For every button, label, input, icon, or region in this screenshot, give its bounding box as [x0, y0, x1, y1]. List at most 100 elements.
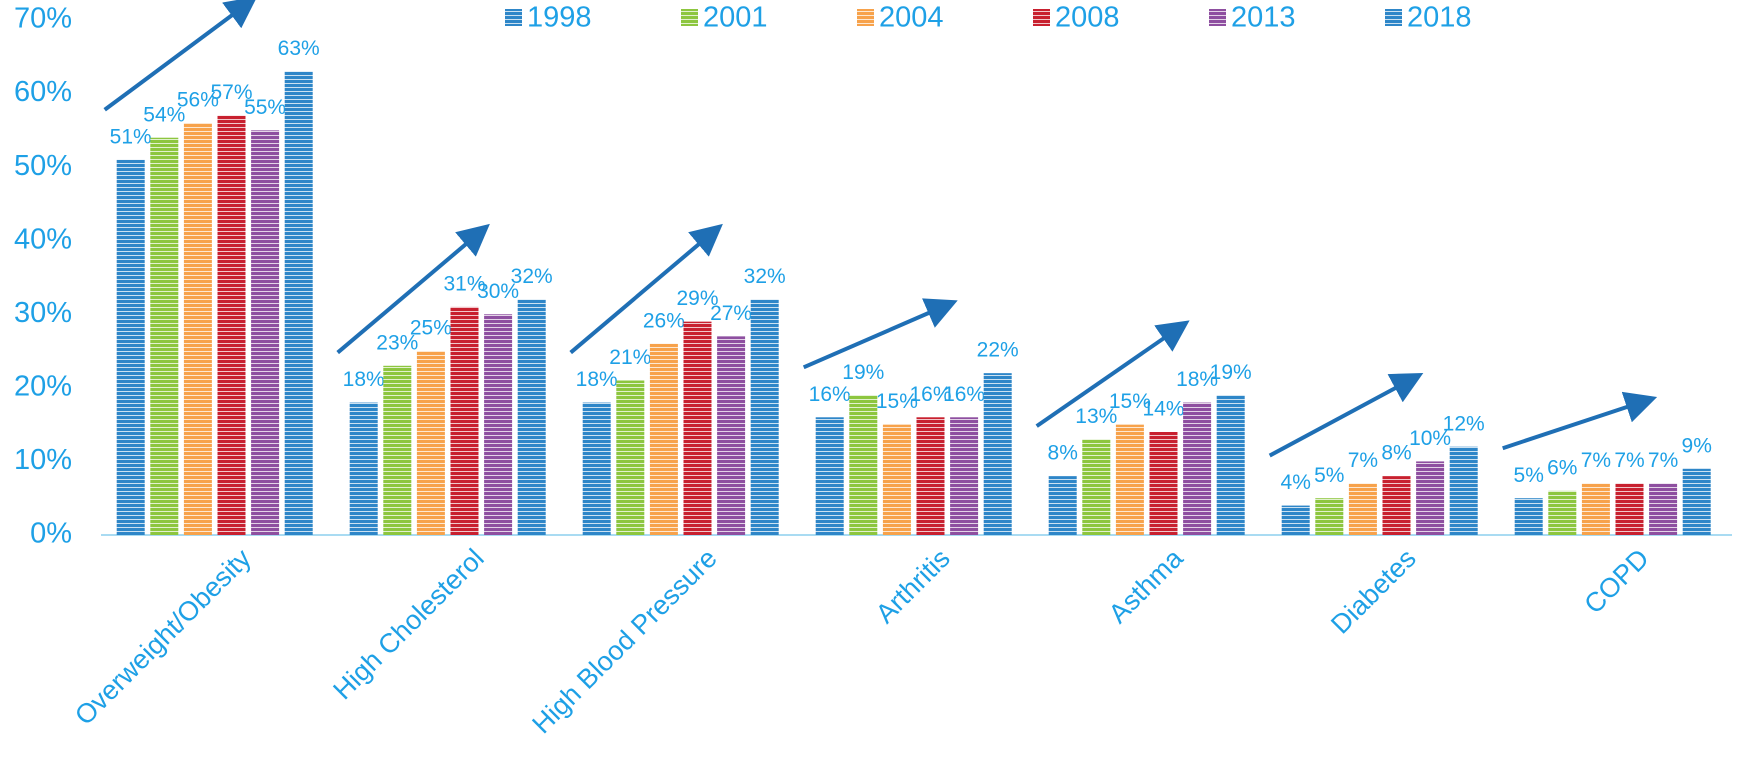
value-label: 15% — [876, 390, 918, 413]
x-tick-label: COPD — [1578, 543, 1654, 619]
x-tick-label: Arthritis — [870, 543, 956, 629]
legend-swatch — [681, 9, 698, 26]
bar — [150, 137, 179, 535]
value-label: 16% — [809, 383, 851, 406]
value-label: 55% — [244, 96, 286, 119]
value-label: 22% — [977, 339, 1019, 362]
value-label: 51% — [110, 125, 152, 148]
value-label: 32% — [744, 265, 786, 288]
value-label: 18% — [576, 368, 618, 391]
bar — [1416, 461, 1445, 535]
y-tick-label: 0% — [30, 518, 72, 550]
bar — [750, 299, 779, 535]
value-label: 57% — [210, 81, 252, 104]
bar — [683, 321, 712, 535]
value-label: 63% — [278, 37, 320, 60]
trend-arrow — [1035, 320, 1190, 428]
x-tick-label: Overweight/Obesity — [69, 543, 257, 731]
value-label: 21% — [609, 346, 651, 369]
value-label: 29% — [676, 287, 718, 310]
legend-label: 2013 — [1231, 2, 1296, 34]
trend-arrow — [1268, 373, 1424, 458]
y-tick-label: 30% — [14, 297, 72, 329]
bar — [383, 365, 412, 535]
y-tick-label: 40% — [14, 223, 72, 255]
value-label: 7% — [1648, 449, 1678, 472]
bar — [1514, 498, 1543, 535]
trend-arrow — [569, 223, 723, 355]
bar — [1348, 483, 1377, 535]
legend-label: 2004 — [879, 2, 944, 34]
bar — [217, 115, 246, 536]
trend-arrow — [336, 223, 490, 355]
value-label: 32% — [511, 265, 553, 288]
value-label: 4% — [1281, 471, 1311, 494]
value-label: 8% — [1048, 442, 1078, 465]
bar — [284, 71, 313, 535]
value-label: 56% — [177, 89, 219, 112]
value-label: 30% — [477, 280, 519, 303]
value-label: 16% — [943, 383, 985, 406]
bar — [1315, 498, 1344, 535]
x-tick-label: Asthma — [1103, 542, 1190, 629]
bar — [183, 123, 212, 535]
value-label: 16% — [909, 383, 951, 406]
bar — [517, 299, 546, 535]
x-tick-label: High Cholesterol — [327, 543, 489, 705]
y-tick-label: 10% — [14, 444, 72, 476]
legend-swatch — [1033, 9, 1050, 26]
bar — [1216, 395, 1245, 535]
bar — [1048, 476, 1077, 535]
value-label: 19% — [1210, 361, 1252, 384]
bar — [116, 159, 145, 536]
bar — [1581, 483, 1610, 535]
y-tick-label: 70% — [14, 3, 72, 35]
bar — [983, 373, 1012, 535]
value-label: 19% — [842, 361, 884, 384]
legend-label: 2001 — [703, 2, 768, 34]
value-label: 26% — [643, 309, 685, 332]
value-label: 5% — [1314, 464, 1344, 487]
bar — [1115, 424, 1144, 535]
value-label: 18% — [343, 368, 385, 391]
bar — [849, 395, 878, 535]
bar — [251, 130, 280, 535]
bar — [616, 380, 645, 535]
bar — [649, 343, 678, 535]
bar — [950, 417, 979, 535]
value-label: 7% — [1348, 449, 1378, 472]
value-label: 23% — [376, 331, 418, 354]
legend-swatch — [857, 9, 874, 26]
value-label: 14% — [1142, 398, 1184, 421]
value-label: 10% — [1409, 427, 1451, 450]
bar — [1281, 505, 1310, 535]
bar — [815, 417, 844, 535]
x-tick-label: Diabetes — [1325, 543, 1422, 640]
value-label: 27% — [710, 302, 752, 325]
bar — [450, 306, 479, 535]
legend-swatch — [1209, 9, 1226, 26]
bar — [916, 417, 945, 535]
legend-label: 2018 — [1407, 2, 1472, 34]
bar — [1449, 446, 1478, 535]
bar — [1149, 432, 1178, 535]
y-tick-label: 60% — [14, 76, 72, 108]
y-tick-label: 20% — [14, 371, 72, 403]
bar — [717, 336, 746, 535]
bar — [1082, 439, 1111, 535]
bar — [1649, 483, 1678, 535]
legend-label: 2008 — [1055, 2, 1120, 34]
bar — [882, 424, 911, 535]
bar — [582, 402, 611, 535]
bar — [416, 351, 445, 535]
x-tick-label: High Blood Pressure — [526, 543, 722, 739]
value-label: 25% — [410, 317, 452, 340]
trend-arrow — [802, 298, 958, 370]
value-label: 13% — [1075, 405, 1117, 428]
value-label: 31% — [443, 272, 485, 295]
value-label: 7% — [1614, 449, 1644, 472]
bar — [1548, 490, 1577, 535]
bar — [1615, 483, 1644, 535]
value-label: 15% — [1109, 390, 1151, 413]
